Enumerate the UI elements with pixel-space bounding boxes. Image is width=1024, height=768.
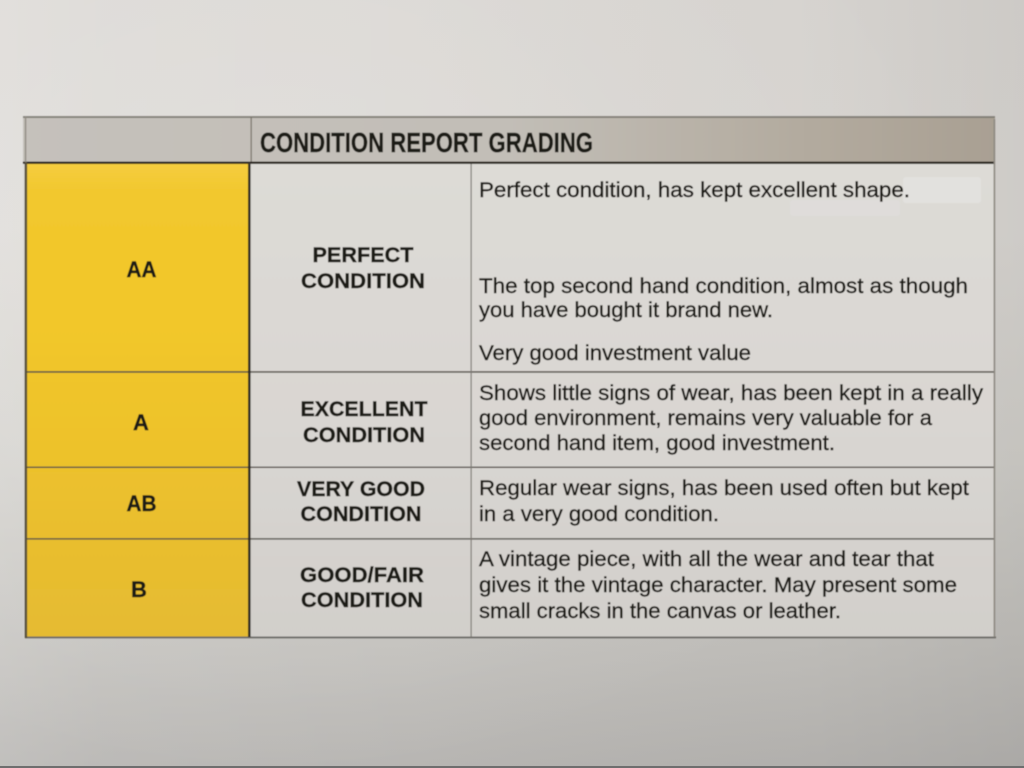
svg-text:The top second hand condition,: The top second hand condition, almost as… — [479, 275, 968, 298]
svg-text:A vintage piece, with all the: A vintage piece, with all the wear and t… — [479, 548, 934, 571]
svg-text:PERFECT: PERFECT — [313, 244, 414, 267]
svg-text:B: B — [131, 577, 147, 602]
svg-text:gives it the vintage character: gives it the vintage character. May pres… — [479, 574, 957, 597]
svg-text:EXCELLENT: EXCELLENT — [301, 398, 428, 421]
svg-text:A: A — [133, 410, 149, 435]
svg-text:CONDITION REPORT GRADING: CONDITION REPORT GRADING — [260, 127, 593, 158]
svg-text:Very good investment value: Very good investment value — [479, 342, 751, 365]
svg-text:CONDITION: CONDITION — [301, 270, 425, 293]
svg-text:Regular wear signs, has been u: Regular wear signs, has been used often … — [479, 477, 969, 500]
svg-text:good environment, remains very: good environment, remains very valuable … — [479, 407, 932, 430]
svg-text:CONDITION: CONDITION — [301, 589, 423, 612]
svg-text:you have bought it brand new.: you have bought it brand new. — [479, 299, 773, 322]
svg-text:in a very good condition.: in a very good condition. — [479, 503, 719, 526]
svg-text:Perfect condition, has kept ex: Perfect condition, has kept excellent sh… — [479, 179, 910, 202]
svg-text:Shows little signs of wear, ha: Shows little signs of wear, has been kep… — [479, 382, 984, 405]
svg-text:GOOD/FAIR: GOOD/FAIR — [300, 564, 424, 587]
svg-text:small cracks in the canvas or: small cracks in the canvas or leather. — [479, 600, 841, 623]
svg-text:second hand item, good investm: second hand item, good investment. — [479, 432, 835, 455]
svg-text:AA: AA — [127, 257, 157, 282]
svg-text:CONDITION: CONDITION — [301, 503, 422, 526]
svg-text:VERY GOOD: VERY GOOD — [297, 478, 425, 501]
svg-text:AB: AB — [127, 491, 157, 516]
svg-text:CONDITION: CONDITION — [303, 424, 425, 447]
